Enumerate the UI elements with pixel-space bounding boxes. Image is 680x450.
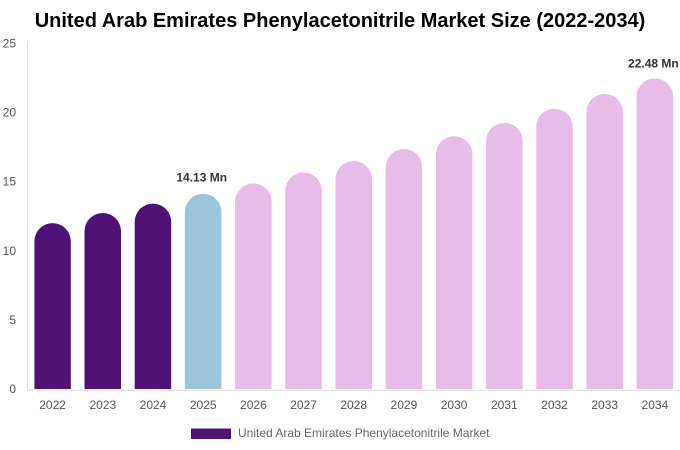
svg-text:United Arab Emirates Phenylace: United Arab Emirates Phenylacetonitrile … bbox=[35, 10, 646, 32]
svg-text:2023: 2023 bbox=[89, 398, 116, 412]
svg-text:5: 5 bbox=[9, 313, 16, 327]
svg-text:2022: 2022 bbox=[39, 398, 66, 412]
svg-text:22.48 Mn: 22.48 Mn bbox=[628, 57, 679, 71]
svg-text:2026: 2026 bbox=[240, 398, 267, 412]
svg-text:2027: 2027 bbox=[290, 398, 317, 412]
svg-text:2031: 2031 bbox=[491, 398, 518, 412]
svg-text:10: 10 bbox=[3, 244, 17, 258]
svg-text:2029: 2029 bbox=[391, 398, 418, 412]
svg-text:United Arab Emirates Phenylace: United Arab Emirates Phenylacetonitrile … bbox=[238, 426, 490, 440]
svg-text:25: 25 bbox=[3, 37, 17, 51]
svg-text:2033: 2033 bbox=[591, 398, 618, 412]
svg-text:0: 0 bbox=[9, 382, 16, 396]
svg-text:2025: 2025 bbox=[190, 398, 217, 412]
svg-text:2030: 2030 bbox=[441, 398, 468, 412]
svg-text:14.13 Mn: 14.13 Mn bbox=[176, 171, 227, 185]
svg-text:15: 15 bbox=[3, 175, 17, 189]
svg-text:2028: 2028 bbox=[340, 398, 367, 412]
svg-text:2024: 2024 bbox=[140, 398, 167, 412]
svg-text:2032: 2032 bbox=[541, 398, 568, 412]
svg-text:2034: 2034 bbox=[642, 398, 669, 412]
svg-text:20: 20 bbox=[3, 106, 17, 120]
